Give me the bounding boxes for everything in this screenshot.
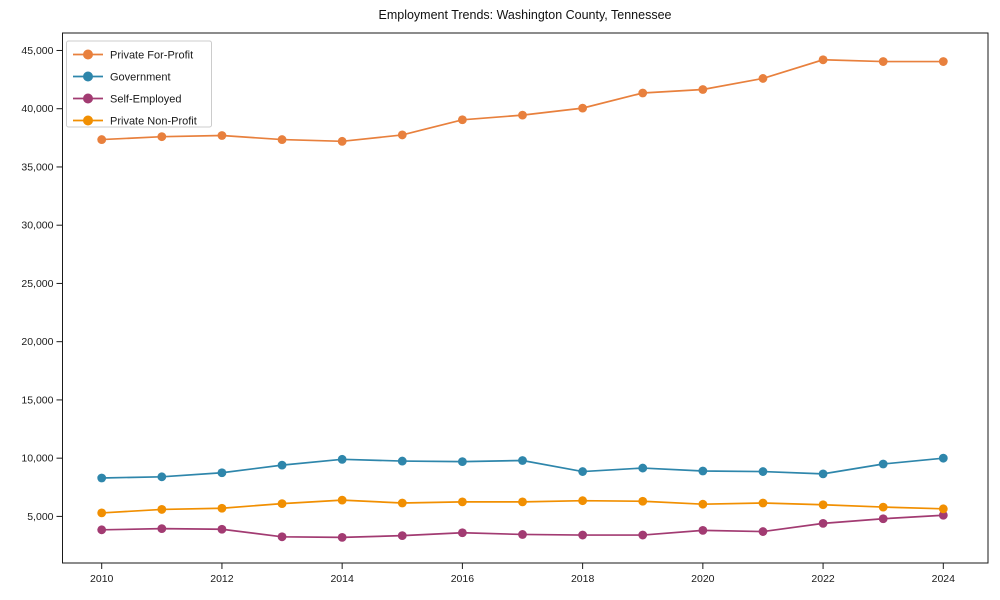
- legend-label: Private Non-Profit: [110, 115, 197, 127]
- x-axis-tick-label: 2020: [691, 573, 715, 585]
- data-point-private-for-profit-2013: [277, 135, 287, 144]
- data-point-private-for-profit-2010: [97, 135, 107, 144]
- data-point-self-employed-2010: [97, 525, 107, 535]
- data-point-private-non-profit-2017: [518, 497, 527, 507]
- y-axis-tick-label: 20,000: [21, 336, 53, 348]
- legend-marker-icon: [83, 115, 93, 126]
- data-point-private-non-profit-2011: [157, 505, 167, 514]
- data-point-government-2013: [277, 460, 287, 470]
- data-point-government-2022: [818, 469, 828, 479]
- data-point-private-non-profit-2020: [698, 499, 708, 509]
- data-point-private-non-profit-2018: [578, 496, 588, 506]
- data-point-private-for-profit-2016: [457, 115, 467, 125]
- data-point-self-employed-2015: [397, 531, 407, 541]
- data-point-private-for-profit-2011: [157, 132, 167, 142]
- legend-marker-icon: [83, 49, 93, 60]
- y-axis-tick-label: 10,000: [21, 453, 53, 465]
- data-point-private-non-profit-2024: [938, 504, 948, 514]
- y-axis-tick-label: 40,000: [21, 103, 53, 115]
- x-axis-tick-label: 2014: [330, 573, 354, 585]
- data-point-government-2020: [698, 466, 708, 476]
- data-point-private-for-profit-2022: [818, 55, 828, 65]
- data-point-private-non-profit-2021: [758, 498, 768, 508]
- y-axis-tick-label: 35,000: [21, 161, 53, 173]
- y-axis-tick-label: 15,000: [21, 394, 53, 406]
- data-point-private-for-profit-2024: [938, 57, 948, 66]
- legend-marker-icon: [83, 93, 93, 104]
- data-point-self-employed-2018: [578, 530, 588, 540]
- data-point-private-non-profit-2019: [638, 496, 648, 506]
- data-point-government-2010: [97, 473, 107, 483]
- data-point-government-2024: [938, 453, 948, 463]
- y-axis-tick-label: 5,000: [27, 511, 53, 523]
- data-point-private-for-profit-2023: [878, 57, 888, 66]
- x-axis-tick-label: 2024: [932, 573, 956, 585]
- data-point-self-employed-2013: [277, 532, 287, 542]
- data-point-private-non-profit-2010: [97, 508, 107, 518]
- data-point-self-employed-2014: [337, 532, 347, 542]
- data-point-government-2014: [337, 454, 347, 464]
- data-point-private-non-profit-2014: [337, 495, 347, 505]
- series-line-private-for-profit: [101, 58, 944, 143]
- legend-label: Self-Employed: [110, 93, 182, 105]
- data-point-government-2016: [457, 457, 467, 467]
- data-point-private-for-profit-2012: [217, 131, 227, 140]
- x-axis-tick-label: 2012: [210, 573, 234, 585]
- legend-marker-icon: [83, 71, 93, 82]
- data-point-government-2012: [217, 468, 227, 478]
- data-point-self-employed-2023: [878, 514, 888, 524]
- data-point-self-employed-2019: [638, 530, 648, 540]
- legend-label: Private For-Profit: [110, 49, 193, 61]
- plot-area-border: [62, 32, 989, 564]
- legend-item-self-employed: Self-Employed: [73, 93, 182, 105]
- legend-item-government: Government: [73, 71, 171, 83]
- x-axis-tick-label: 2018: [571, 573, 595, 585]
- data-point-government-2019: [638, 463, 648, 473]
- y-axis-tick-label: 45,000: [21, 45, 53, 57]
- legend-label: Government: [110, 71, 171, 83]
- data-point-self-employed-2017: [518, 530, 527, 539]
- data-point-private-non-profit-2022: [818, 500, 828, 510]
- data-point-private-non-profit-2016: [457, 497, 467, 507]
- data-point-self-employed-2020: [698, 525, 708, 535]
- data-point-government-2018: [578, 467, 588, 476]
- data-point-self-employed-2016: [457, 528, 467, 538]
- data-point-private-non-profit-2015: [397, 498, 407, 508]
- data-point-government-2023: [878, 459, 888, 469]
- data-point-private-for-profit-2017: [518, 110, 527, 120]
- data-point-private-for-profit-2018: [578, 103, 588, 113]
- data-point-government-2021: [758, 467, 768, 476]
- data-point-government-2011: [157, 472, 167, 482]
- x-axis-tick-label: 2016: [451, 573, 475, 585]
- data-point-private-for-profit-2015: [397, 130, 407, 140]
- x-axis-tick-label: 2010: [90, 573, 114, 585]
- data-point-self-employed-2021: [758, 527, 768, 536]
- data-point-self-employed-2012: [217, 524, 227, 534]
- data-point-private-non-profit-2023: [878, 502, 888, 512]
- legend: Private For-Profit Government Self-Employe…: [66, 40, 212, 128]
- legend-item-private-for-profit: Private For-Profit: [73, 49, 193, 61]
- data-point-self-employed-2022: [818, 518, 828, 528]
- data-point-government-2015: [397, 456, 407, 466]
- data-point-private-non-profit-2013: [277, 499, 287, 508]
- data-point-self-employed-2011: [157, 524, 167, 534]
- y-axis-tick-label: 30,000: [21, 220, 53, 232]
- data-point-government-2017: [518, 456, 527, 465]
- data-point-self-employed-2024: [938, 510, 948, 520]
- legend-box: [66, 40, 212, 128]
- x-axis-tick-label: 2022: [811, 573, 835, 585]
- y-axis-tick-label: 25,000: [21, 278, 53, 290]
- data-point-private-for-profit-2020: [698, 85, 708, 94]
- legend-item-private-non-profit: Private Non-Profit: [73, 115, 197, 127]
- data-point-private-non-profit-2012: [217, 503, 227, 513]
- chart-title: Employment Trends: Washington County, Te…: [378, 8, 672, 22]
- data-point-private-for-profit-2021: [758, 74, 768, 83]
- data-point-private-for-profit-2019: [638, 88, 648, 98]
- data-point-private-for-profit-2014: [337, 136, 347, 146]
